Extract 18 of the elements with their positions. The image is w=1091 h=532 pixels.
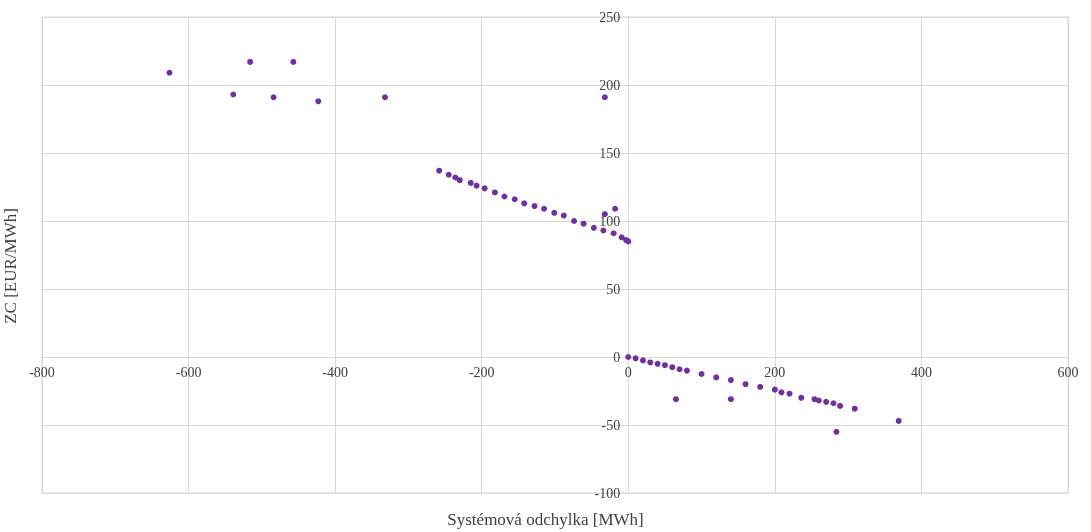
x-tick-label: -200 [468, 364, 495, 380]
x-tick-label: -800 [29, 364, 55, 380]
y-tick-label: -50 [601, 417, 621, 433]
y-tick-label: 50 [606, 281, 621, 297]
y-tick-label: 0 [613, 349, 621, 365]
x-tick-label: 600 [1057, 364, 1079, 380]
y-axis-title: ZC [EUR/MWh] [1, 208, 20, 324]
y-tick-label: -100 [594, 485, 621, 501]
x-tick-label: 200 [764, 364, 786, 380]
y-tick-label: 150 [599, 145, 621, 161]
x-axis-title: Systémová odchylka [MWh] [447, 510, 644, 529]
x-tick-label: -400 [322, 364, 348, 380]
x-tick-label: 0 [624, 364, 632, 380]
x-tick-label: 400 [910, 364, 932, 380]
y-tick-label: 100 [599, 213, 621, 229]
y-tick-label: 250 [599, 9, 621, 25]
x-tick-label: -600 [175, 364, 202, 380]
y-tick-label: 200 [599, 77, 621, 93]
